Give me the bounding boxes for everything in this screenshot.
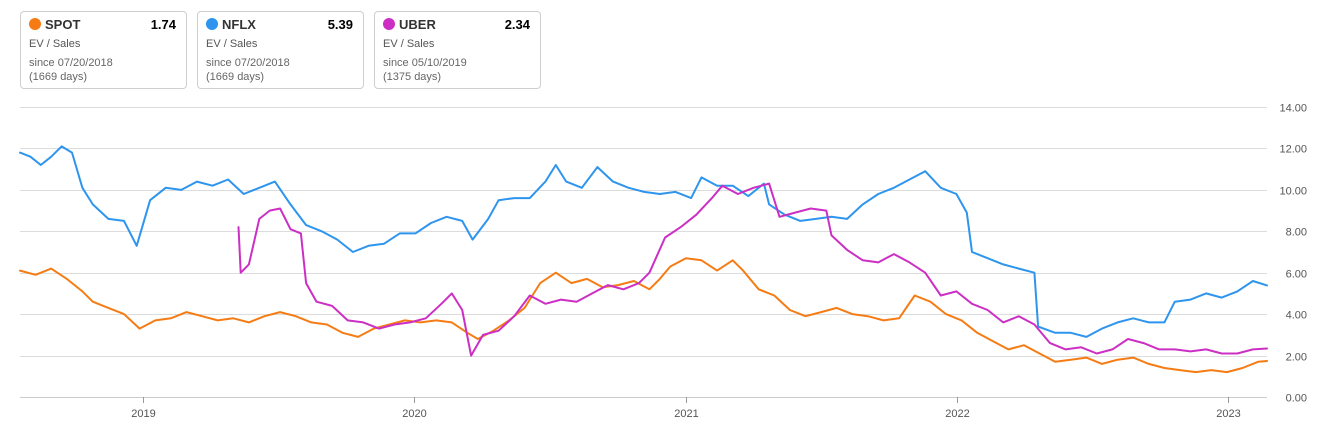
legend-since: since 07/20/2018 bbox=[206, 57, 290, 69]
legend-days: (1375 days) bbox=[383, 71, 442, 83]
series-line-spot[interactable] bbox=[19, 257, 1268, 374]
y-tick-label: 0.00 bbox=[1286, 393, 1307, 405]
series-color-dot-icon bbox=[29, 18, 41, 30]
x-tick-label: 2021 bbox=[674, 408, 698, 420]
y-tick-label: 6.00 bbox=[1286, 269, 1307, 281]
legend-card-uber[interactable]: UBER 2.34 EV / Sales since 05/10/2019 (1… bbox=[374, 11, 541, 89]
y-tick-label: 4.00 bbox=[1286, 310, 1307, 322]
legend-ticker: NFLX bbox=[222, 17, 256, 32]
series-color-dot-icon bbox=[206, 18, 218, 30]
x-tick-label: 2019 bbox=[131, 408, 155, 420]
legend-metric: EV / Sales bbox=[206, 38, 258, 50]
legend-card-spot[interactable]: SPOT 1.74 EV / Sales since 07/20/2018 (1… bbox=[20, 11, 187, 89]
series-line-uber[interactable] bbox=[237, 182, 1268, 357]
legend-ticker: UBER bbox=[399, 17, 436, 32]
series-line-nflx[interactable] bbox=[19, 145, 1268, 338]
y-tick-label: 14.00 bbox=[1279, 103, 1307, 115]
legend-value: 2.34 bbox=[504, 17, 530, 32]
y-axis: 14.00 12.00 10.00 8.00 6.00 4.00 2.00 0.00 bbox=[1279, 103, 1307, 405]
y-tick-label: 10.00 bbox=[1279, 186, 1307, 198]
y-tick-label: 2.00 bbox=[1286, 352, 1307, 364]
x-tick-label: 2020 bbox=[402, 408, 426, 420]
legend-value: 5.39 bbox=[327, 17, 353, 32]
legend-metric: EV / Sales bbox=[29, 38, 81, 50]
legend-ticker: SPOT bbox=[45, 17, 81, 32]
legend-days: (1669 days) bbox=[206, 71, 265, 83]
legend-days: (1669 days) bbox=[29, 71, 88, 83]
series-color-dot-icon bbox=[383, 18, 395, 30]
y-tick-label: 12.00 bbox=[1279, 144, 1307, 156]
legend-since: since 05/10/2019 bbox=[383, 57, 467, 69]
y-tick-label: 8.00 bbox=[1286, 227, 1307, 239]
gridlines bbox=[20, 107, 1267, 398]
series-lines bbox=[19, 145, 1268, 374]
x-axis: 2019 2020 2021 2022 2023 bbox=[20, 397, 1267, 420]
x-tick-label: 2022 bbox=[945, 408, 969, 420]
legend-value: 1.74 bbox=[150, 17, 176, 32]
legend-card-nflx[interactable]: NFLX 5.39 EV / Sales since 07/20/2018 (1… bbox=[197, 11, 364, 89]
legend-metric: EV / Sales bbox=[383, 38, 435, 50]
legend-since: since 07/20/2018 bbox=[29, 57, 113, 69]
x-tick-label: 2023 bbox=[1216, 408, 1240, 420]
